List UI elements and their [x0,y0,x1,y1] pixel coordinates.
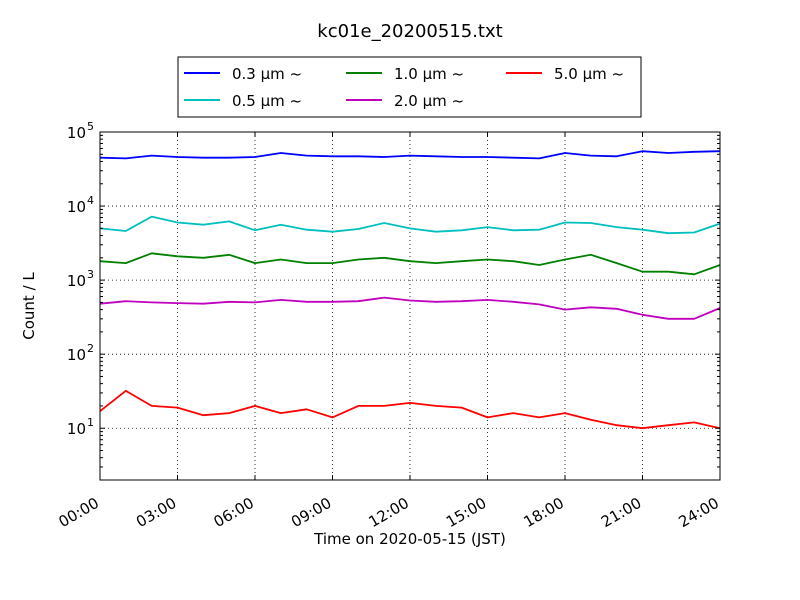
series-line-4 [99,389,721,430]
series-line-2 [99,252,721,276]
y-tick-label: 10 [67,272,86,290]
legend: 0.3 μm ~ 0.5 μm ~ 1.0 μm ~ 2.0 μm ~ 5.0 μm ~ [177,56,642,118]
plot-series [99,150,721,430]
y-axis-label: Count / L [20,272,38,340]
y-tick-label: 10 [67,198,86,216]
x-axis-label: Time on 2020-05-15 (JST) [313,530,506,548]
legend-label-0: 0.3 μm ~ [232,65,302,83]
y-tick-exponent: 1 [87,416,94,429]
y-tick-label: 10 [67,346,86,364]
series-line-3 [99,296,721,320]
series-line-0 [99,150,721,160]
legend-box [177,56,642,118]
y-tick-label: 10 [67,124,86,142]
grid [100,132,720,480]
y-tick-exponent: 4 [87,194,94,207]
legend-label-2: 1.0 μm ~ [394,65,464,83]
chart-title: kc01e_20200515.txt [317,21,502,42]
y-tick-exponent: 2 [87,342,94,355]
y-tick-exponent: 3 [87,268,94,281]
series-line-1 [99,215,721,235]
legend-label-3: 2.0 μm ~ [394,92,464,110]
y-tick-label: 10 [67,420,86,438]
legend-label-1: 0.5 μm ~ [232,92,302,110]
y-tick-exponent: 5 [87,120,94,133]
legend-label-4: 5.0 μm ~ [554,65,624,83]
